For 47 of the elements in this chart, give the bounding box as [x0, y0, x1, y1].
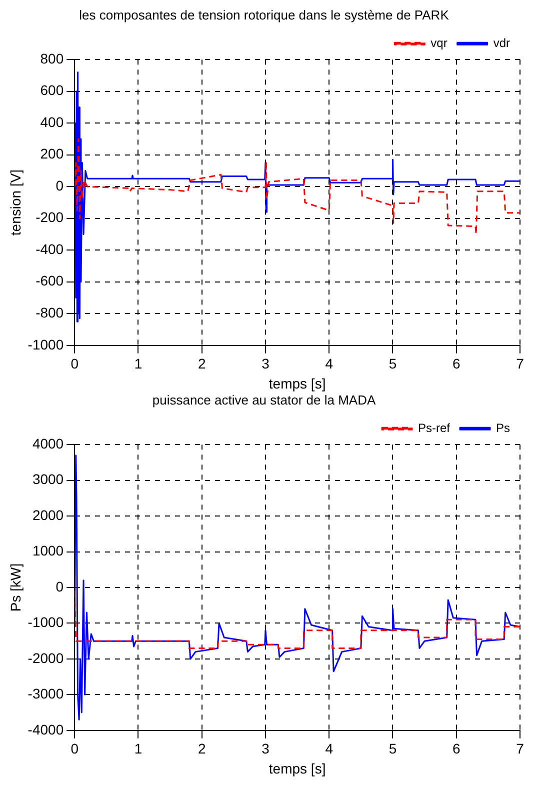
- legend-label: Ps-ref: [418, 420, 451, 435]
- x-tick-label: 3: [262, 356, 270, 372]
- chart-title: les composantes de tension rotorique dans le système de PARK: [79, 7, 450, 22]
- x-tick-label: 7: [516, 356, 524, 372]
- x-tick-label: 0: [70, 356, 79, 372]
- y-tick-label: 1000: [32, 542, 64, 559]
- x-tick-label: 6: [452, 740, 460, 757]
- x-tick-label: 6: [452, 356, 460, 372]
- y-tick-label: -3000: [28, 686, 64, 702]
- y-tick-label: -4000: [28, 721, 64, 738]
- y-tick-label: -400: [36, 240, 64, 257]
- legend-label: Ps: [496, 420, 510, 435]
- y-tick-label: 0: [56, 177, 64, 194]
- y-tick-label: 0: [56, 578, 64, 594]
- x-tick-label: 1: [134, 740, 142, 757]
- y-tick-label: 800: [40, 50, 64, 66]
- legend-label: vdr: [493, 36, 510, 50]
- y-tick-label: -600: [36, 272, 64, 289]
- y-tick-label: -2000: [28, 650, 64, 666]
- y-tick-label: 200: [40, 146, 64, 162]
- x-axis-title: temps [s]: [268, 760, 326, 776]
- y-tick-label: 400: [40, 114, 64, 130]
- y-tick-label: 2000: [32, 506, 64, 523]
- y-tick-label: -200: [36, 209, 64, 226]
- line-series: [74, 590, 520, 649]
- chart-title: puissance active au stator de la MADA: [152, 392, 376, 408]
- legend-label: vqr: [430, 36, 448, 50]
- y-tick-label: 600: [40, 82, 64, 98]
- y-tick-label: -1000: [28, 336, 64, 352]
- y-tick-label: 4000: [32, 435, 64, 452]
- line-series: [74, 138, 520, 236]
- x-tick-label: 5: [388, 740, 397, 757]
- x-tick-label: 7: [516, 740, 524, 757]
- x-tick-label: 2: [198, 356, 206, 372]
- y-tick-label: 3000: [32, 471, 64, 488]
- y-axis-title: Ps [kW]: [7, 563, 24, 612]
- x-tick-label: 2: [198, 740, 206, 757]
- x-axis-title: temps [s]: [268, 375, 326, 392]
- x-tick-label: 4: [325, 356, 334, 372]
- x-tick-label: 4: [325, 740, 334, 757]
- y-axis-title: tension [V]: [7, 169, 24, 236]
- y-tick-label: -1000: [28, 614, 64, 630]
- y-tick-label: -800: [36, 304, 64, 321]
- x-tick-label: 1: [134, 356, 142, 372]
- x-tick-label: 0: [70, 740, 79, 757]
- x-tick-label: 5: [388, 356, 397, 372]
- x-tick-label: 3: [262, 740, 270, 757]
